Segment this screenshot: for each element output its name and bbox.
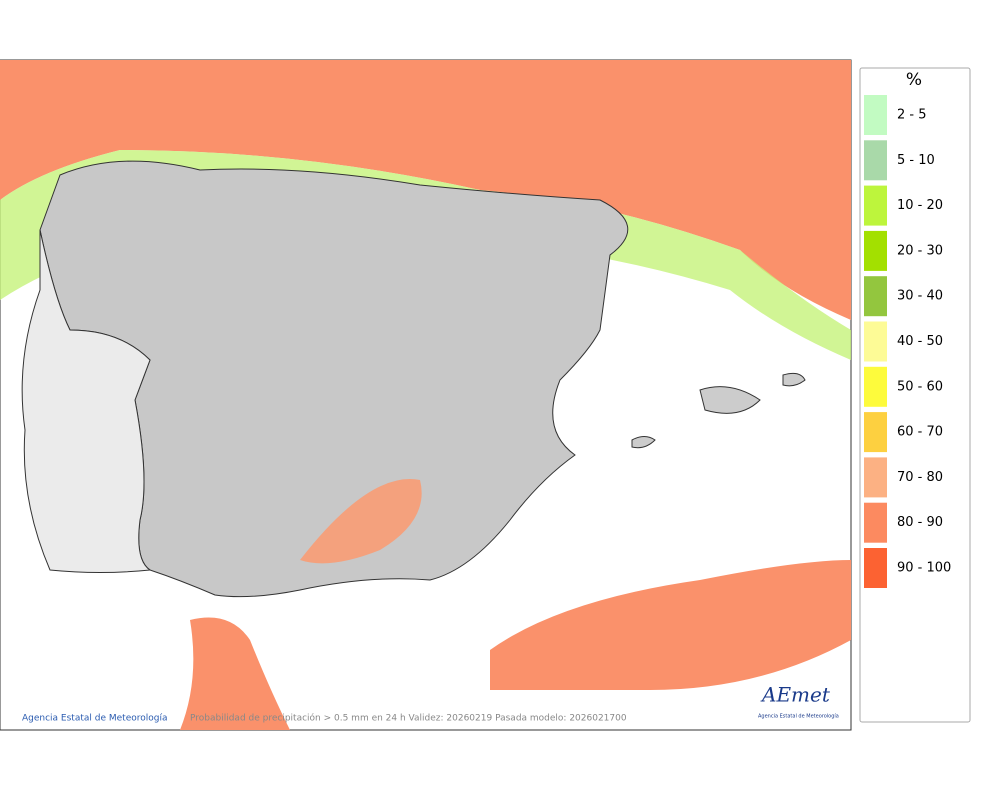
logo-box bbox=[754, 680, 842, 724]
legend-swatch bbox=[864, 321, 887, 362]
legend-swatch bbox=[864, 502, 887, 543]
africa-high-prob bbox=[490, 560, 851, 690]
legend-label: 5 - 10 bbox=[897, 153, 935, 168]
legend-swatch bbox=[864, 276, 887, 317]
legend-label: 50 - 60 bbox=[897, 379, 943, 394]
legend-swatch bbox=[864, 548, 887, 588]
legend-box bbox=[859, 67, 971, 723]
legend-label: 60 - 70 bbox=[897, 425, 943, 440]
legend-label: 30 - 40 bbox=[897, 289, 943, 304]
legend-label: 80 - 90 bbox=[897, 515, 943, 530]
legend-swatch bbox=[864, 412, 887, 453]
legend-swatch bbox=[864, 457, 887, 498]
strait-cell bbox=[180, 617, 290, 730]
logo-subtitle: Agencia Estatal de Meteorología bbox=[758, 713, 839, 720]
map: Agencia Estatal de Meteorología Probabil… bbox=[0, 59, 852, 731]
legend-swatch bbox=[864, 95, 887, 135]
logo-name: AEmet bbox=[760, 683, 831, 707]
legend-label: 2 - 5 bbox=[897, 108, 927, 123]
legend-swatch bbox=[864, 366, 887, 407]
mallorca bbox=[699, 386, 761, 414]
legend-label: 40 - 50 bbox=[897, 334, 943, 349]
legend-label: 20 - 30 bbox=[897, 243, 943, 258]
legend-swatch bbox=[864, 185, 887, 226]
iberia-portugal bbox=[21, 229, 152, 573]
legend-label: 10 - 20 bbox=[897, 198, 943, 213]
ibiza bbox=[631, 436, 656, 449]
south-cell bbox=[300, 479, 422, 564]
menorca bbox=[782, 372, 806, 387]
caption: Probabilidad de precipitación > 0.5 mm e… bbox=[190, 713, 627, 724]
legend-title: % bbox=[906, 70, 922, 90]
legend-label: 90 - 100 bbox=[897, 561, 951, 576]
credit: Agencia Estatal de Meteorología bbox=[22, 714, 168, 724]
legend-swatch bbox=[864, 230, 887, 271]
legend-label: 70 - 80 bbox=[897, 470, 943, 485]
north-high-prob bbox=[0, 60, 851, 320]
legend-swatch bbox=[864, 140, 887, 181]
legend: % 2 - 5 5 - 10 10 - 20 20 - 30 30 - 40 40 - 5… bbox=[859, 67, 971, 723]
